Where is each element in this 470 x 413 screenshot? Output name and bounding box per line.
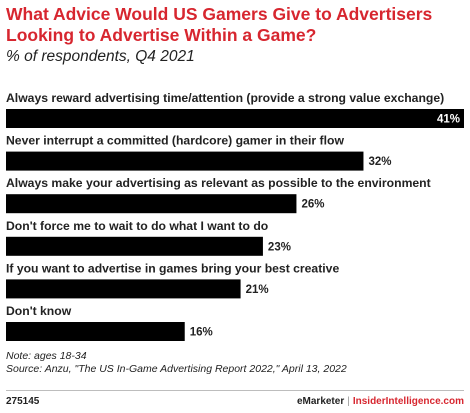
- bar: [6, 236, 263, 256]
- footnote-source: Source: Anzu, "The US In-Game Advertisin…: [6, 363, 347, 375]
- bar-value-label: 41%: [437, 114, 460, 126]
- category-label: Always make your advertising as relevant…: [6, 176, 431, 190]
- footer-divider: [6, 390, 464, 391]
- chart-title: What Advice Would US Gamers Give to Adve…: [6, 4, 433, 45]
- bar-value-label: 23%: [268, 241, 291, 253]
- bar-value-label: 32%: [368, 156, 391, 168]
- bar: [6, 151, 364, 171]
- bar: [6, 194, 297, 214]
- bar: [6, 322, 185, 341]
- bar: [6, 109, 464, 128]
- bar-value-label: 26%: [301, 199, 324, 211]
- brand-emarketer: eMarketer: [296, 396, 345, 407]
- category-label: If you want to advertise in games bring …: [6, 261, 339, 275]
- chart-subtitle: % of respondents, Q4 2021: [6, 48, 195, 65]
- brand-insider-intelligence: InsiderIntelligence.com: [352, 396, 464, 407]
- bar-value-label: 21%: [246, 284, 269, 296]
- bar-value-label: 16%: [190, 327, 213, 339]
- category-label: Always reward advertising time/attention…: [6, 91, 444, 105]
- footnote-note: Note: ages 18-34: [6, 350, 87, 362]
- category-label: Don't know: [6, 304, 72, 318]
- category-label: Never interrupt a committed (hardcore) g…: [6, 134, 344, 148]
- bar: [6, 279, 241, 299]
- category-label: Don't force me to wait to do what I want…: [6, 219, 268, 233]
- brand-separator: |: [347, 396, 350, 407]
- chart-id: 275145: [6, 396, 40, 407]
- brand-footer: eMarketer | InsiderIntelligence.com: [297, 396, 464, 407]
